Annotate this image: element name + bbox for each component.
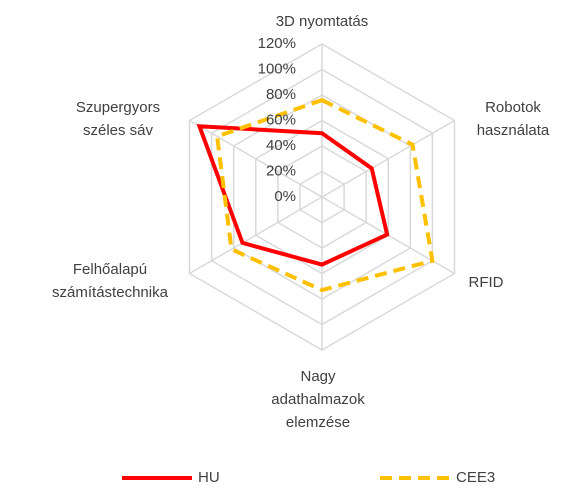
- legend-label: HU: [198, 469, 220, 486]
- category-label: széles sáv: [83, 122, 154, 139]
- legend-label: CEE3: [456, 469, 495, 486]
- spoke: [189, 119, 323, 198]
- category-label: adathalmazok: [271, 391, 365, 408]
- category-label: Szupergyors: [76, 99, 160, 116]
- category-label: Nagy: [300, 368, 336, 385]
- spoke: [321, 119, 455, 198]
- y-tick-label: 0%: [274, 188, 296, 205]
- category-label: elemzése: [286, 414, 350, 431]
- y-tick-label: 20%: [266, 162, 296, 179]
- y-tick-label: 100%: [258, 60, 296, 77]
- category-label: Felhőalapú: [73, 261, 147, 278]
- spoke: [189, 196, 323, 275]
- y-tick-label: 120%: [258, 35, 296, 52]
- category-label: RFID: [469, 274, 504, 291]
- category-label: használata: [477, 122, 550, 139]
- category-label: Robotok: [485, 99, 541, 116]
- category-label: 3D nyomtatás: [276, 13, 369, 30]
- series-line: [196, 124, 390, 267]
- y-tick-label: 80%: [266, 86, 296, 103]
- y-tick-label: 60%: [266, 111, 296, 128]
- y-tick-label: 40%: [266, 137, 296, 154]
- category-label: számítástechnika: [52, 284, 169, 301]
- series-line: [214, 97, 435, 293]
